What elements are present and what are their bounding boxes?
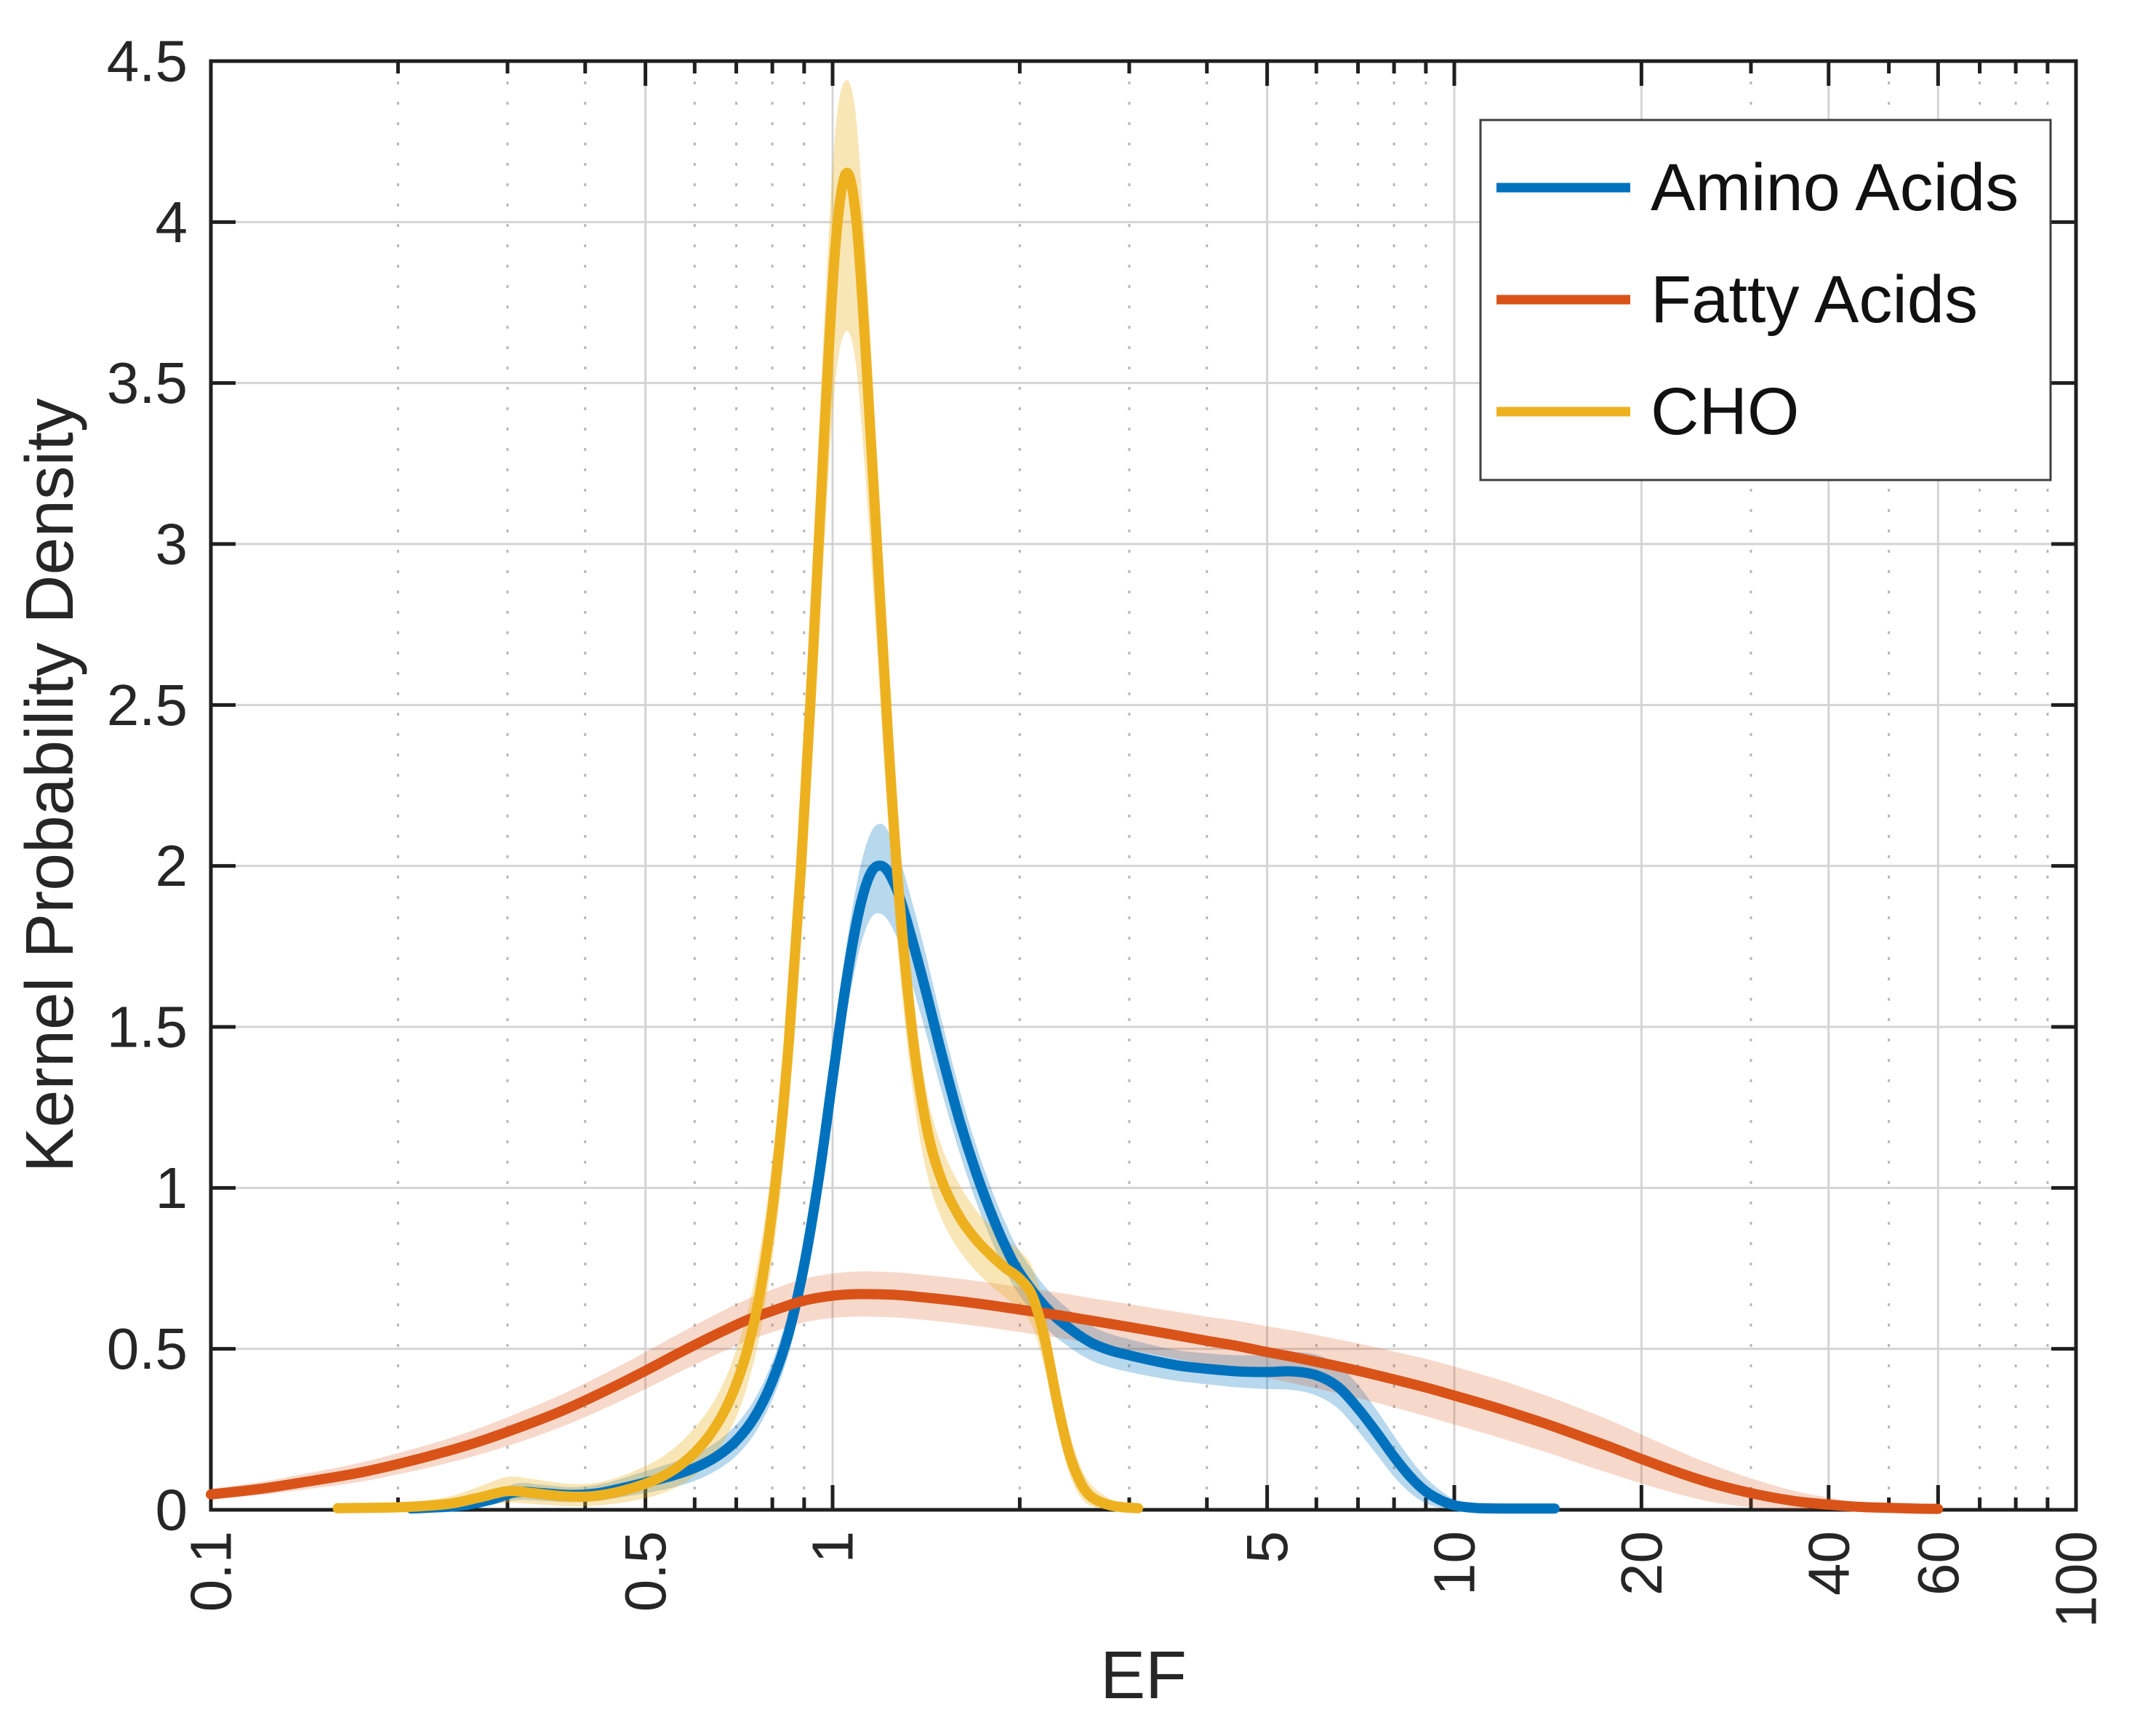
y-tick-label: 1.5	[107, 995, 188, 1060]
x-tick-label: 10	[1422, 1531, 1487, 1596]
y-tick-label: 3	[156, 512, 188, 577]
y-tick-label: 0.5	[107, 1316, 188, 1381]
legend-label: Amino Acids	[1651, 151, 2019, 225]
y-tick-label: 2.5	[107, 673, 188, 737]
legend-label: CHO	[1651, 375, 1799, 449]
x-tick-label: 100	[2044, 1531, 2109, 1628]
legend-label: Fatty Acids	[1651, 263, 1978, 337]
x-tick-label: 0.1	[179, 1531, 244, 1612]
tick-label-layer: 0 0.5 1 1.5 2 2.5 3 3.5 4 4.5 0.1 0.5 1 5 10 20 40 60 100	[107, 29, 2109, 1628]
grid-layer	[211, 61, 2076, 1510]
y-tick-label: 2	[156, 833, 188, 898]
x-tick-label: 1	[801, 1531, 865, 1564]
curve-fatty-acids	[206, 1289, 1944, 1514]
curve-cho	[332, 167, 1144, 1513]
x-tick-label: 5	[1235, 1531, 1299, 1564]
y-tick-label: 1	[156, 1156, 188, 1220]
x-tick-label: 0.5	[613, 1531, 678, 1612]
x-tick-label: 20	[1609, 1531, 1674, 1596]
x-tick-label: 60	[1906, 1531, 1971, 1596]
x-axis-label: EF	[1100, 1637, 1187, 1713]
curve-amino-acids	[406, 860, 1560, 1514]
x-tick-label: 40	[1796, 1531, 1861, 1596]
band-amino-acids	[411, 823, 1555, 1510]
plot-box	[209, 59, 2078, 1512]
y-tick-label: 4.5	[107, 29, 188, 94]
y-tick-label: 3.5	[107, 351, 188, 415]
y-tick-label: 4	[156, 190, 188, 255]
y-axis-label: Kernel Probability Density	[12, 398, 87, 1172]
band-cho	[337, 79, 1139, 1511]
line-layer	[206, 167, 1944, 1514]
y-tick-label: 0	[156, 1478, 188, 1543]
legend: Amino Acids Fatty Acids CHO	[1479, 119, 2052, 481]
